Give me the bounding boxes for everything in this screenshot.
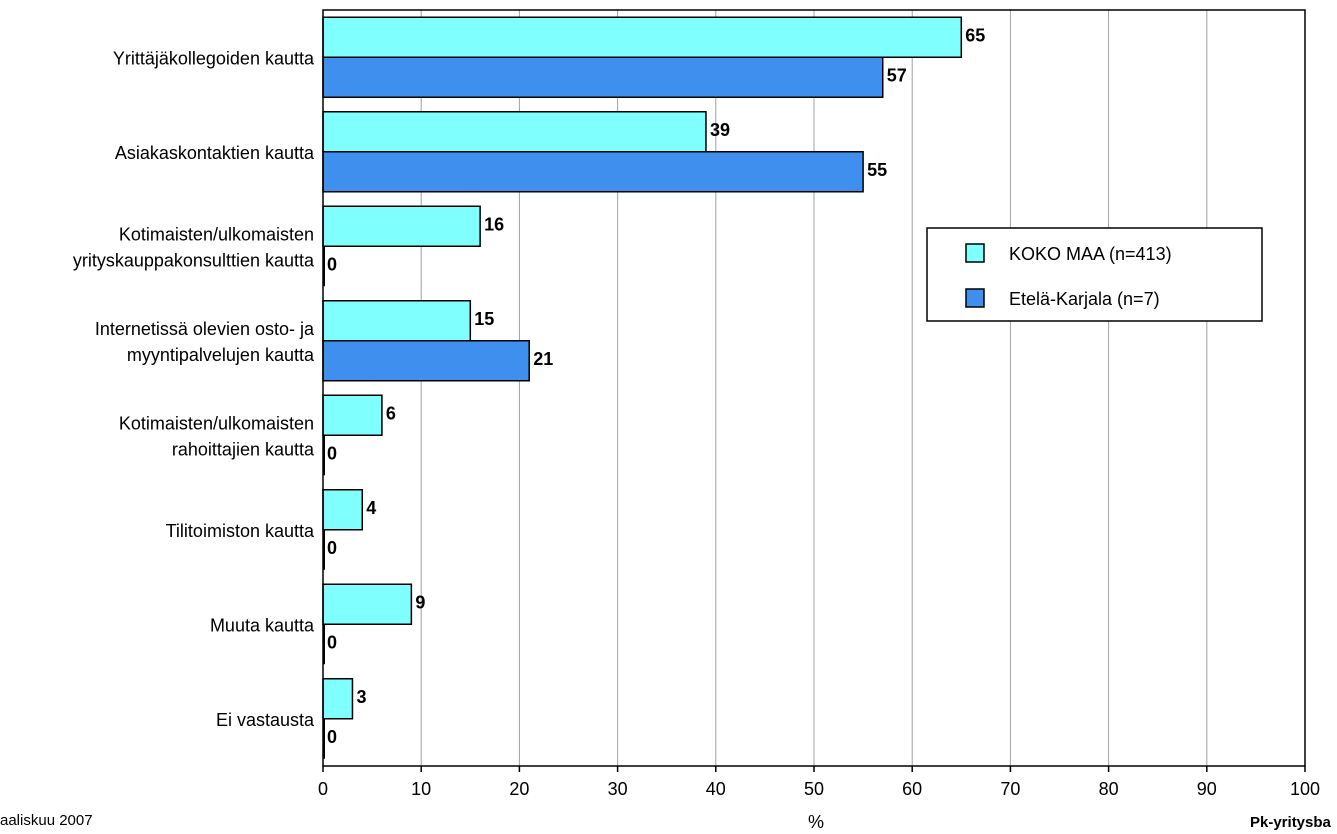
legend-label: KOKO MAA (n=413): [1009, 244, 1172, 264]
bar: [322, 583, 413, 625]
category-labels: Yrittäjäkollegoiden kautta Asiakaskontakt…: [73, 48, 315, 730]
bar: [322, 394, 383, 436]
bar: [322, 300, 472, 342]
bar: [322, 205, 481, 247]
x-tick-label: 0: [318, 779, 328, 799]
data-label: 65: [965, 25, 985, 45]
data-label: 0: [327, 727, 337, 747]
data-label: 39: [710, 120, 730, 140]
x-tick-label: 60: [902, 779, 922, 799]
bars: [322, 16, 963, 759]
category-label: rahoittajien kautta: [172, 439, 315, 459]
category-label: Asiakaskontaktien kautta: [115, 143, 315, 163]
x-tick-label: 100: [1290, 779, 1320, 799]
legend: KOKO MAA (n=413) Etelä-Karjala (n=7): [926, 227, 1263, 322]
data-label: 16: [484, 214, 504, 234]
bar: [322, 678, 354, 720]
data-label: 55: [867, 160, 887, 180]
footer-date: aaliskuu 2007: [0, 812, 93, 829]
x-tick-label: 10: [411, 779, 431, 799]
x-axis-label: %: [808, 812, 825, 832]
data-label: 0: [327, 443, 337, 463]
bar: [322, 56, 884, 98]
category-label: yrityskauppakonsulttien kautta: [73, 250, 315, 270]
bar: [322, 489, 364, 531]
category-label: Kotimaisten/ulkomaisten: [119, 224, 314, 244]
bar: [322, 151, 864, 193]
bar: [322, 111, 707, 153]
data-label: 0: [327, 254, 337, 274]
bar: [322, 16, 963, 58]
data-label: 4: [366, 498, 376, 518]
data-label: 3: [356, 687, 366, 707]
x-tick-label: 80: [1099, 779, 1119, 799]
category-label: Tilitoimiston kautta: [166, 521, 315, 541]
x-tick-label: 30: [608, 779, 628, 799]
plot-frame: [322, 9, 1306, 767]
category-label: Ei vastausta: [216, 710, 315, 730]
x-tick-label: 70: [1000, 779, 1020, 799]
category-label: Yrittäjäkollegoiden kautta: [113, 48, 315, 68]
legend-label: Etelä-Karjala (n=7): [1009, 289, 1160, 309]
legend-swatch: [965, 243, 985, 263]
category-label: Muuta kautta: [210, 615, 315, 635]
x-tick-labels: 0 10 20 30 40 50 60 70 80 90 100: [318, 779, 1320, 799]
data-label: 0: [327, 538, 337, 558]
x-tick-label: 50: [804, 779, 824, 799]
data-label: 57: [887, 65, 907, 85]
data-label: 6: [386, 403, 396, 423]
x-tick-label: 20: [509, 779, 529, 799]
x-tick-label: 90: [1197, 779, 1217, 799]
legend-swatch: [965, 288, 985, 308]
data-label: 9: [415, 592, 425, 612]
data-label: 0: [327, 632, 337, 652]
x-tick-label: 40: [706, 779, 726, 799]
footer-source: Pk-yritysba: [1250, 814, 1331, 831]
bar: [322, 340, 530, 382]
category-label: Kotimaisten/ulkomaisten: [119, 413, 314, 433]
data-label: 15: [474, 309, 494, 329]
category-label: Internetissä olevien osto- ja: [95, 319, 315, 339]
data-label: 21: [533, 349, 553, 369]
category-label: myyntipalvelujen kautta: [127, 345, 315, 365]
